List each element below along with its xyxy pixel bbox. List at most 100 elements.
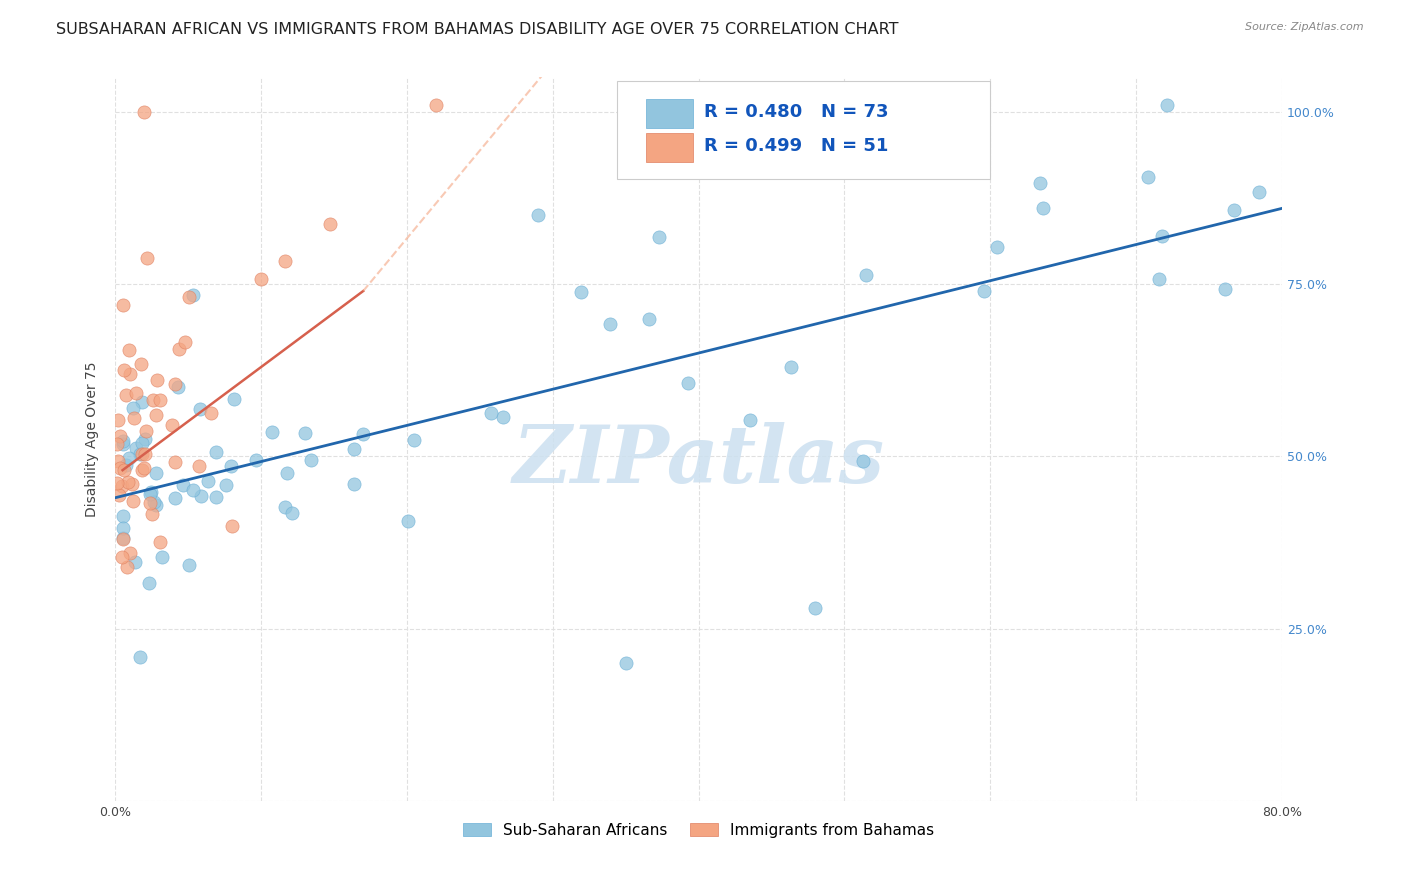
- Point: [115, 559, 138, 574]
- Point: [973, 284, 995, 298]
- Point: [245, 452, 267, 467]
- Point: [111, 509, 134, 524]
- Point: [118, 451, 141, 466]
- Point: [205, 490, 228, 504]
- Point: [1150, 228, 1173, 243]
- Point: [852, 454, 875, 468]
- Point: [138, 575, 160, 590]
- Point: [117, 475, 139, 489]
- Point: [166, 380, 188, 394]
- Point: [111, 532, 134, 546]
- Point: [131, 447, 153, 461]
- Point: [118, 367, 141, 381]
- Point: [165, 455, 187, 469]
- Point: [396, 514, 419, 528]
- Point: [172, 478, 194, 492]
- Text: R = 0.499   N = 51: R = 0.499 N = 51: [704, 137, 889, 155]
- Point: [108, 428, 131, 442]
- FancyBboxPatch shape: [647, 99, 693, 128]
- Point: [183, 288, 205, 302]
- Point: [181, 483, 204, 497]
- Point: [738, 412, 761, 426]
- Point: [143, 495, 166, 509]
- Point: [134, 447, 156, 461]
- Point: [141, 484, 163, 499]
- Point: [481, 406, 503, 420]
- Point: [115, 388, 138, 402]
- Point: [122, 493, 145, 508]
- Text: ZIPatlas: ZIPatlas: [513, 422, 884, 500]
- Point: [1137, 170, 1160, 185]
- Point: [179, 558, 201, 573]
- Point: [142, 392, 165, 407]
- Point: [134, 432, 156, 446]
- Point: [276, 467, 298, 481]
- Point: [599, 317, 621, 331]
- Point: [145, 466, 167, 480]
- FancyBboxPatch shape: [647, 133, 693, 162]
- Point: [128, 447, 150, 461]
- Point: [676, 376, 699, 391]
- Point: [122, 410, 145, 425]
- Point: [855, 268, 877, 282]
- Point: [118, 343, 141, 357]
- Point: [112, 463, 135, 477]
- Point: [224, 392, 246, 406]
- Point: [107, 454, 129, 468]
- Text: R = 0.480   N = 73: R = 0.480 N = 73: [704, 103, 889, 121]
- Point: [134, 104, 156, 119]
- Y-axis label: Disability Age Over 75: Disability Age Over 75: [86, 361, 100, 516]
- Point: [352, 426, 374, 441]
- Point: [105, 475, 128, 490]
- Point: [638, 311, 661, 326]
- Text: SUBSAHARAN AFRICAN VS IMMIGRANTS FROM BAHAMAS DISABILITY AGE OVER 75 CORRELATION: SUBSAHARAN AFRICAN VS IMMIGRANTS FROM BA…: [56, 22, 898, 37]
- Point: [131, 436, 153, 450]
- Point: [804, 601, 827, 615]
- Point: [131, 463, 153, 477]
- Point: [108, 461, 131, 475]
- Point: [150, 549, 173, 564]
- Point: [221, 519, 243, 533]
- Point: [111, 479, 134, 493]
- Point: [131, 357, 153, 371]
- Point: [124, 555, 146, 569]
- Point: [112, 362, 135, 376]
- Point: [214, 478, 236, 492]
- Point: [402, 433, 425, 447]
- Point: [167, 342, 190, 356]
- Point: [273, 500, 295, 514]
- Point: [343, 442, 366, 456]
- Point: [128, 650, 150, 665]
- Point: [569, 285, 592, 299]
- Point: [141, 508, 163, 522]
- Point: [273, 253, 295, 268]
- Point: [294, 426, 316, 441]
- Point: [146, 373, 169, 387]
- Point: [648, 230, 671, 244]
- Point: [118, 546, 141, 560]
- Point: [107, 488, 129, 502]
- Point: [299, 453, 322, 467]
- Point: [107, 413, 129, 427]
- Point: [149, 393, 172, 408]
- Point: [779, 359, 801, 374]
- Point: [114, 458, 136, 472]
- Point: [1032, 202, 1054, 216]
- Point: [145, 409, 167, 423]
- Point: [125, 386, 148, 401]
- Text: Source: ZipAtlas.com: Source: ZipAtlas.com: [1246, 22, 1364, 32]
- Point: [139, 487, 162, 501]
- Point: [527, 208, 550, 222]
- Point: [190, 489, 212, 503]
- Point: [111, 434, 134, 448]
- Point: [136, 251, 159, 265]
- Point: [160, 417, 183, 432]
- Point: [250, 272, 273, 286]
- Point: [1213, 282, 1236, 296]
- Point: [163, 491, 186, 505]
- Point: [111, 298, 134, 312]
- Point: [163, 376, 186, 391]
- Point: [105, 436, 128, 450]
- Legend: Sub-Saharan Africans, Immigrants from Bahamas: Sub-Saharan Africans, Immigrants from Ba…: [457, 816, 941, 844]
- Point: [121, 477, 143, 491]
